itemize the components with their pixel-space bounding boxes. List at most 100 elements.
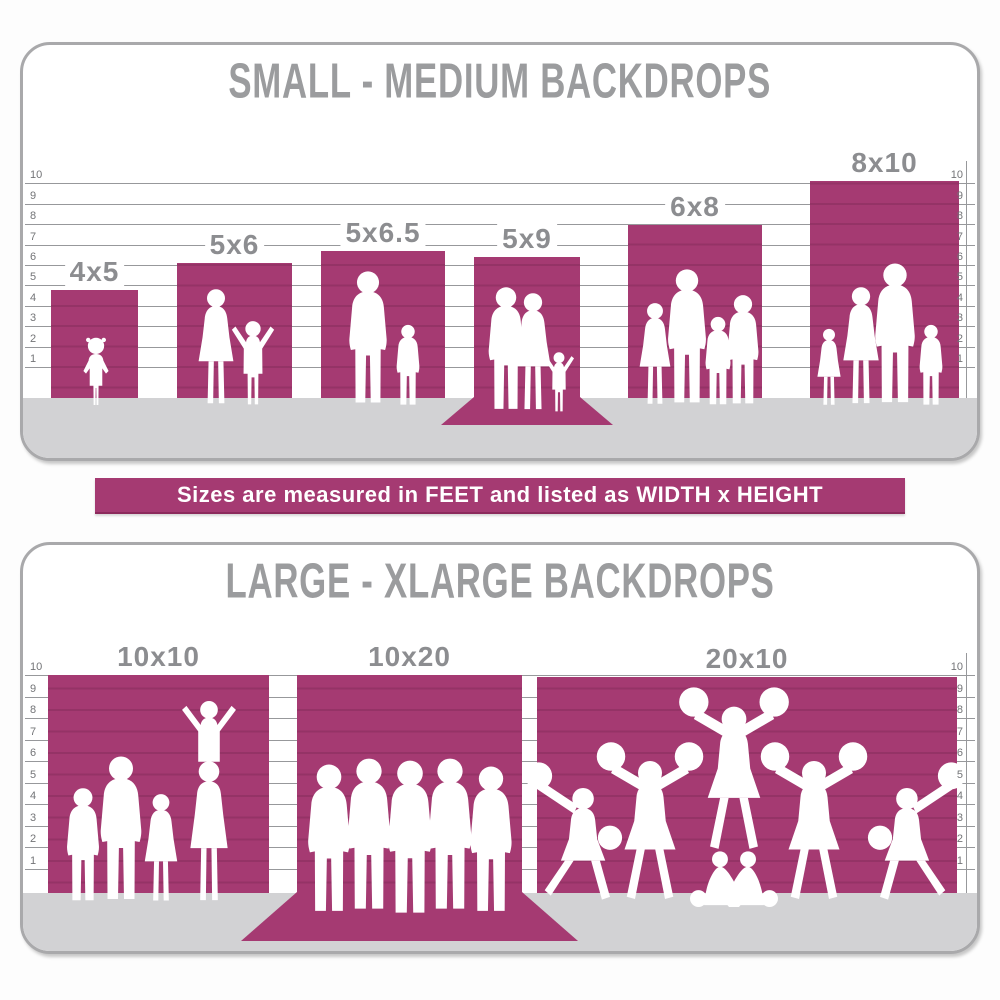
ruler-number-right-4: 4 xyxy=(956,790,963,803)
ruler-number-right-7: 7 xyxy=(956,230,963,243)
backdrop-floor-sweep xyxy=(241,892,578,941)
backdrop-bar-5x6.5 xyxy=(321,251,445,405)
silhouette-woman xyxy=(515,293,552,410)
backdrop-bar-6x8 xyxy=(628,225,762,405)
ruler-number-right-4: 4 xyxy=(956,291,963,304)
ruler-number-right-2: 2 xyxy=(956,332,963,345)
ruler-number-right-9: 9 xyxy=(956,682,963,695)
silhouette-boy xyxy=(919,324,943,405)
ruler-number-right-6: 6 xyxy=(956,747,963,760)
silhouette-man xyxy=(875,263,915,403)
silhouette-woman xyxy=(198,289,234,404)
silhouette-cheerLunge xyxy=(867,762,965,900)
silhouette-boy xyxy=(67,788,100,901)
ruler-vertical-line xyxy=(966,161,967,398)
size-label-10x20: 10x20 xyxy=(363,641,456,673)
silhouette-girl xyxy=(817,328,841,405)
ruler-number-left-6: 6 xyxy=(30,251,37,263)
backdrop-bar-8x10 xyxy=(810,181,959,405)
ruler-number-left-9: 9 xyxy=(30,189,37,202)
silhouette-cheerUp xyxy=(760,742,868,899)
silhouette-man xyxy=(488,287,524,409)
ruler-vertical-line xyxy=(966,653,967,893)
size-label-4x5: 4x5 xyxy=(64,256,125,288)
ruler-number-left-6: 6 xyxy=(30,747,37,760)
ruler-number-left-3: 3 xyxy=(30,312,37,325)
ruler-number-left-9: 9 xyxy=(30,682,37,695)
ruler-number-right-10: 10 xyxy=(950,169,963,182)
ruler-number-right-2: 2 xyxy=(956,833,963,846)
ruler-number-right-3: 3 xyxy=(956,811,963,824)
panel-title-large-xlarge: LARGE - XLARGE BACKDROPS xyxy=(23,553,977,608)
silhouette-man xyxy=(469,766,512,911)
silhouette-childArmsUp xyxy=(231,321,275,405)
silhouette-cheerUp xyxy=(597,742,704,899)
ruler-number-right-5: 5 xyxy=(956,271,963,284)
ruler-number-right-5: 5 xyxy=(956,768,963,781)
ruler-number-left-3: 3 xyxy=(30,811,37,824)
silhouette-man xyxy=(307,764,350,911)
silhouette-cheerLunge xyxy=(525,762,622,900)
silhouette-man xyxy=(349,271,387,403)
ruler-number-left-2: 2 xyxy=(30,332,37,345)
ruler-number-left-8: 8 xyxy=(30,210,37,223)
panel-small-medium: SMALL - MEDIUM BACKDROPS 1 1 2 2 3 3 4 4 5 5 6 6 7 7 8… xyxy=(20,42,980,461)
silhouette-man xyxy=(727,295,759,404)
silhouette-man xyxy=(387,760,432,913)
silhouette-woman xyxy=(842,287,879,404)
size-label-10x10: 10x10 xyxy=(112,641,205,673)
size-label-5x6: 5x6 xyxy=(204,229,265,261)
backdrop-bar-10x20 xyxy=(297,675,522,913)
measurement-note-banner: Sizes are measured in FEET and listed as… xyxy=(95,478,905,514)
ruler-number-left-10: 10 xyxy=(30,169,43,182)
ruler-number-right-6: 6 xyxy=(956,251,963,263)
foot-gridline-10 xyxy=(25,183,975,185)
silhouette-girl xyxy=(639,303,671,404)
silhouette-shoulderPair xyxy=(182,700,237,901)
silhouette-man xyxy=(668,269,706,403)
panel-title-text: LARGE - XLARGE BACKDROPS xyxy=(225,552,775,609)
ruler-number-left-5: 5 xyxy=(30,768,37,781)
ruler-number-left-1: 1 xyxy=(30,353,37,365)
ruler-number-right-1: 1 xyxy=(956,353,963,365)
panel-title-small-medium: SMALL - MEDIUM BACKDROPS xyxy=(23,53,977,108)
size-label-5x6.5: 5x6.5 xyxy=(340,217,426,249)
size-label-20x10: 20x10 xyxy=(700,643,794,675)
silhouette-boy xyxy=(396,324,420,405)
ruler-number-left-7: 7 xyxy=(30,725,37,738)
ruler-number-left-8: 8 xyxy=(30,704,37,717)
ruler-number-left-10: 10 xyxy=(30,661,43,673)
silhouette-man xyxy=(100,756,142,899)
ruler-number-right-3: 3 xyxy=(956,312,963,325)
ruler-number-right-1: 1 xyxy=(956,854,963,867)
size-label-8x10: 8x10 xyxy=(846,147,923,179)
ruler-number-right-8: 8 xyxy=(956,704,963,717)
silhouette-girl xyxy=(144,794,177,901)
backdrop-bar-10x10 xyxy=(48,675,269,901)
ruler-number-right-10: 10 xyxy=(950,661,963,673)
silhouette-boy xyxy=(705,316,731,405)
size-label-6x8: 6x8 xyxy=(665,191,725,223)
measurement-note-text: Sizes are measured in FEET and listed as… xyxy=(176,482,824,507)
size-label-5x9: 5x9 xyxy=(497,223,557,255)
ruler-number-right-7: 7 xyxy=(956,725,963,738)
silhouette-man xyxy=(347,758,391,909)
silhouette-toddler xyxy=(83,337,109,406)
ruler-number-left-5: 5 xyxy=(30,271,37,284)
backdrop-bar-5x9 xyxy=(474,257,580,412)
ruler-number-left-4: 4 xyxy=(30,291,37,304)
foot-gridline-9 xyxy=(25,203,975,205)
silhouette-kneelers xyxy=(690,851,779,907)
ruler-number-right-9: 9 xyxy=(956,189,963,202)
silhouette-man xyxy=(428,758,472,909)
backdrop-bar-4x5 xyxy=(51,290,138,406)
backdrop-bar-5x6 xyxy=(177,263,292,405)
ruler-number-right-8: 8 xyxy=(956,210,963,223)
silhouette-cheerUp xyxy=(679,687,790,849)
ruler-number-left-4: 4 xyxy=(30,790,37,803)
ruler-number-left-2: 2 xyxy=(30,833,37,846)
silhouette-childArmsUp xyxy=(543,352,574,412)
ruler-number-left-7: 7 xyxy=(30,230,37,243)
backdrop-bar-20x10 xyxy=(525,677,965,907)
